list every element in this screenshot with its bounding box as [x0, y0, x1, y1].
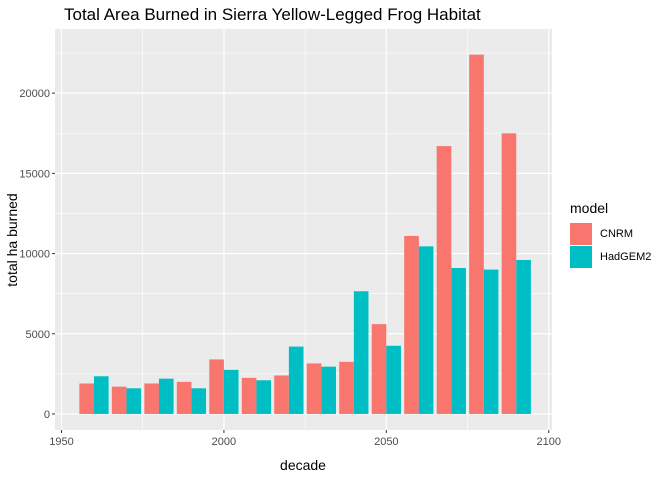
- legend-item-cnrm: CNRM: [570, 222, 651, 245]
- bar-cnrm-2020: [274, 375, 289, 414]
- bar-hadgem2-2050: [386, 345, 401, 414]
- legend-item-hadgem2: HadGEM2: [570, 245, 651, 268]
- bar-cnrm-2050: [371, 324, 387, 414]
- y-tick-label: 5000: [26, 329, 50, 341]
- bar-hadgem2-2010: [256, 380, 272, 414]
- y-tick-label: 0: [44, 409, 50, 421]
- bar-cnrm-2000: [209, 359, 224, 414]
- bar-cnrm-2090: [501, 133, 517, 414]
- bar-hadgem2-1980: [158, 378, 174, 414]
- legend-label-hadgem2: HadGEM2: [600, 250, 652, 263]
- bar-hadgem2-1970: [126, 388, 142, 414]
- x-axis-ticks: 1950 2000 2050 2100: [49, 430, 561, 448]
- legend-title: model: [570, 200, 609, 216]
- bar-cnrm-1970: [111, 386, 127, 414]
- bar-cnrm-2010: [241, 377, 257, 414]
- bar-cnrm-2040: [339, 361, 354, 414]
- x-axis-label: decade: [280, 457, 326, 473]
- bar-hadgem2-2090: [516, 259, 531, 414]
- chart-title: Total Area Burned in Sierra Yellow-Legge…: [64, 5, 481, 24]
- bar-hadgem2-2020: [288, 346, 304, 414]
- bar-hadgem2-2040: [353, 291, 369, 414]
- bar-hadgem2-2030: [321, 366, 336, 414]
- bar-hadgem2-2080: [483, 269, 499, 414]
- bar-cnrm-2060: [404, 235, 419, 414]
- legend: model CNRM HadGEM2: [570, 200, 651, 268]
- bar-cnrm-1990: [176, 381, 192, 414]
- legend-label-cnrm: CNRM: [600, 227, 633, 240]
- bars: [79, 54, 531, 414]
- bar-hadgem2-1960: [93, 376, 109, 414]
- bar-cnrm-1980: [144, 383, 159, 414]
- bar-hadgem2-2070: [451, 267, 466, 414]
- bar-hadgem2-2060: [418, 246, 434, 414]
- x-tick-label: 2050: [374, 436, 398, 448]
- legend-key-hadgem2: [570, 245, 592, 268]
- bar-cnrm-1960: [79, 383, 94, 414]
- bar-cnrm-2030: [306, 363, 322, 414]
- bar-hadgem2-1990: [191, 388, 207, 414]
- x-tick-label: 2100: [537, 436, 561, 448]
- y-tick-label: 20000: [19, 88, 50, 100]
- bar-cnrm-2070: [436, 146, 452, 414]
- bar-cnrm-2080: [469, 54, 484, 414]
- bar-hadgem2-2000: [223, 369, 239, 414]
- legend-key-cnrm: [570, 222, 592, 245]
- x-tick-label: 1950: [49, 436, 73, 448]
- y-axis-label: total ha burned: [4, 193, 20, 286]
- y-tick-label: 15000: [19, 168, 50, 180]
- y-axis-ticks: 0 5000 10000 15000 20000: [19, 88, 55, 421]
- x-tick-label: 2000: [212, 436, 236, 448]
- y-tick-label: 10000: [19, 249, 50, 261]
